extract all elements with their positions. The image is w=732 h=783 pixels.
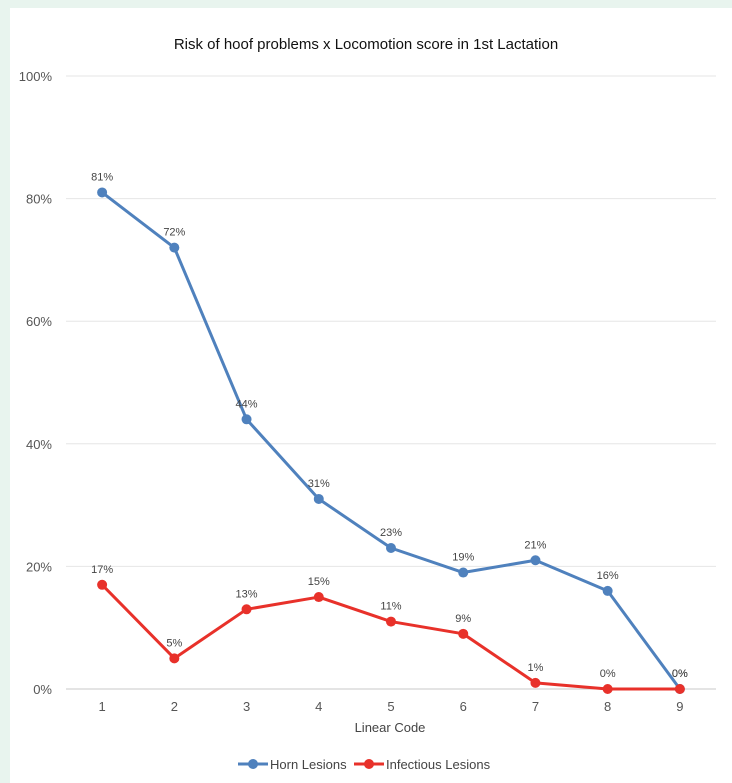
series-layer: 81% 72% 44% 31% 23% 19% 21% 16% 0% 17% 5% 13% 15% 11%… bbox=[91, 171, 688, 694]
legend-item[interactable]: Infectious Lesions bbox=[354, 757, 491, 772]
x-tick-label: 9 bbox=[676, 699, 683, 714]
chart-frame bbox=[10, 8, 732, 783]
data-label: 5% bbox=[166, 637, 182, 649]
y-tick-label: 0% bbox=[33, 682, 52, 697]
data-label: 0% bbox=[672, 668, 688, 680]
data-point[interactable] bbox=[169, 242, 180, 253]
y-tick-label: 80% bbox=[26, 192, 52, 207]
data-point[interactable] bbox=[169, 653, 180, 664]
legend-marker bbox=[364, 759, 374, 769]
data-point[interactable] bbox=[97, 579, 108, 590]
data-point[interactable] bbox=[241, 604, 252, 615]
data-label: 1% bbox=[527, 662, 543, 674]
gridlines bbox=[66, 75, 716, 690]
y-axis-ticks: 0% 20% 40% 60% 80% 100% bbox=[19, 69, 53, 697]
data-label: 72% bbox=[163, 227, 185, 239]
x-tick-label: 3 bbox=[243, 699, 250, 714]
data-label: 11% bbox=[380, 601, 401, 613]
data-point[interactable] bbox=[97, 187, 108, 198]
data-label: 44% bbox=[236, 398, 258, 410]
series-line bbox=[100, 190, 682, 691]
x-tick-label: 4 bbox=[315, 699, 322, 714]
x-tick-label: 2 bbox=[171, 699, 178, 714]
series-1: 81% 72% 44% 31% 23% 19% 21% 16% 0% bbox=[91, 171, 688, 694]
x-axis-ticks: 1 2 3 4 5 6 7 8 9 bbox=[98, 699, 683, 714]
data-point[interactable] bbox=[313, 493, 324, 504]
x-tick-label: 8 bbox=[604, 699, 611, 714]
data-point[interactable] bbox=[458, 628, 469, 639]
legend-label: Infectious Lesions bbox=[386, 757, 491, 772]
data-point[interactable] bbox=[530, 555, 541, 566]
data-label: 15% bbox=[308, 576, 330, 588]
data-label: 81% bbox=[91, 171, 113, 183]
data-point[interactable] bbox=[602, 684, 613, 694]
y-tick-label: 100% bbox=[19, 69, 53, 84]
data-label: 21% bbox=[524, 539, 546, 551]
y-tick-label: 40% bbox=[26, 437, 52, 452]
y-tick-label: 60% bbox=[26, 314, 52, 329]
data-label: 23% bbox=[380, 527, 402, 539]
data-point[interactable] bbox=[313, 592, 324, 603]
legend-marker bbox=[248, 759, 258, 769]
x-tick-label: 1 bbox=[98, 699, 105, 714]
data-label: 17% bbox=[91, 564, 113, 576]
legend-label: Horn Lesions bbox=[270, 757, 347, 772]
x-axis-label: Linear Code bbox=[355, 720, 426, 735]
legend-item[interactable]: Horn Lesions bbox=[238, 757, 347, 772]
legend: Horn Lesions Infectious Lesions bbox=[238, 757, 491, 772]
data-label: 9% bbox=[455, 613, 471, 625]
data-point[interactable] bbox=[386, 616, 396, 627]
data-point[interactable] bbox=[530, 677, 541, 688]
data-label: 31% bbox=[308, 478, 330, 490]
data-point[interactable] bbox=[458, 567, 469, 578]
data-point[interactable] bbox=[602, 585, 613, 596]
data-label: 19% bbox=[452, 552, 474, 564]
y-tick-label: 20% bbox=[26, 559, 52, 574]
series-2: 17% 5% 13% 15% 11% 9% 1% 0% 0% bbox=[91, 564, 688, 694]
data-label: 13% bbox=[236, 588, 258, 600]
data-point[interactable] bbox=[386, 543, 396, 554]
data-label: 0% bbox=[672, 668, 688, 680]
data-label: 16% bbox=[597, 570, 619, 582]
data-point[interactable] bbox=[241, 414, 252, 425]
data-label: 0% bbox=[600, 668, 616, 680]
x-tick-label: 7 bbox=[532, 699, 539, 714]
chart-title: Risk of hoof problems x Locomotion score… bbox=[174, 36, 558, 53]
data-point[interactable] bbox=[674, 684, 685, 694]
x-tick-label: 6 bbox=[460, 699, 467, 714]
x-tick-label: 5 bbox=[387, 699, 394, 714]
